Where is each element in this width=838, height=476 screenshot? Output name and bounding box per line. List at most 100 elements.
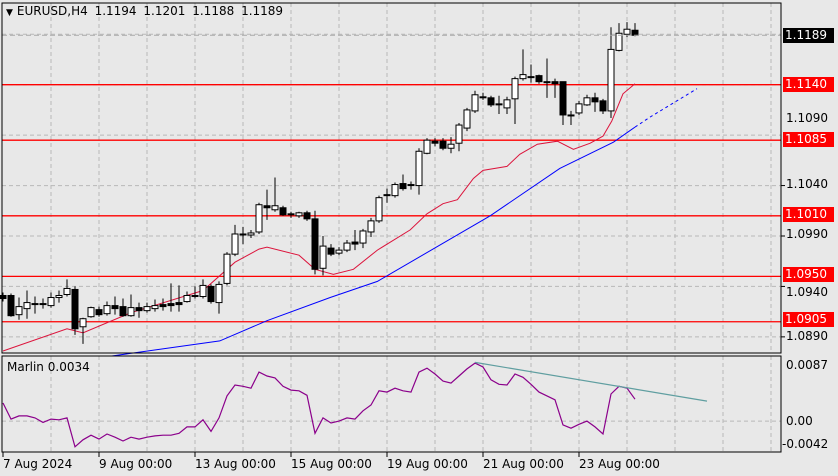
- candle-bullish: [543, 81, 551, 84]
- candle-bullish: [391, 184, 399, 197]
- candle-bearish: [351, 241, 359, 245]
- candle-bullish: [63, 287, 71, 295]
- candle-bearish: [207, 285, 215, 303]
- candle-bullish: [143, 306, 151, 312]
- candle-bearish: [431, 140, 439, 144]
- candle-bullish: [183, 295, 191, 303]
- candle-bullish: [151, 305, 159, 310]
- candle-bearish: [279, 207, 287, 216]
- slow-ma-line: [111, 126, 636, 357]
- candle-bearish: [311, 218, 319, 270]
- chart-title: ▼ EURUSD,H4 1.1194 1.1201 1.1188 1.1189: [6, 4, 286, 18]
- price-axis-label: 1.0940: [786, 285, 828, 299]
- candle-bullish: [79, 318, 87, 328]
- candle-bearish: [175, 302, 183, 306]
- collapse-triangle-icon[interactable]: ▼: [6, 8, 13, 18]
- level-tag: 1.1010: [783, 207, 834, 222]
- candle-bearish: [599, 100, 607, 112]
- oscillator-trendline: [474, 361, 708, 402]
- candle-bullish: [335, 249, 343, 254]
- candle-bearish: [0, 295, 7, 300]
- level-tag: 1.1085: [783, 132, 834, 147]
- time-axis-label: 7 Aug 2024: [3, 457, 73, 471]
- time-axis-label: 9 Aug 00:00: [99, 457, 173, 471]
- candle-bearish: [439, 140, 447, 149]
- candle-bearish: [263, 205, 271, 209]
- slow-ma-projection: [634, 88, 698, 128]
- candle-bearish: [71, 288, 79, 330]
- candle-bullish: [583, 97, 591, 106]
- candle-bullish: [215, 283, 223, 304]
- candle-bullish: [383, 194, 391, 197]
- candle-bullish: [407, 184, 415, 187]
- candle-bullish: [87, 307, 95, 318]
- indicator-axis-label: 0.00: [786, 414, 813, 428]
- candle-bullish: [415, 150, 423, 187]
- candle-bullish: [359, 230, 367, 244]
- time-axis-label: 19 Aug 00:00: [387, 457, 468, 471]
- candle-bearish: [7, 295, 15, 317]
- candle-bullish: [479, 96, 487, 99]
- level-tag: 1.1140: [783, 77, 834, 92]
- indicator-label: Marlin 0.0034: [7, 360, 90, 374]
- oscillator-line: [2, 362, 636, 448]
- candle-bullish: [623, 28, 631, 35]
- candle-bullish: [31, 303, 39, 306]
- candle-bearish: [135, 307, 143, 312]
- candle-bullish: [607, 48, 615, 112]
- symbol-label: EURUSD,H4: [16, 4, 88, 18]
- candle-bearish: [399, 183, 407, 190]
- high-value: 1.1201: [143, 4, 186, 18]
- candle-bullish: [463, 109, 471, 129]
- candle-bearish: [191, 295, 199, 298]
- candle-bullish: [511, 78, 519, 100]
- candle-bullish: [127, 307, 135, 317]
- candle-bullish: [615, 32, 623, 51]
- time-axis-label: 23 Aug 00:00: [579, 457, 660, 471]
- candle-bearish: [95, 309, 103, 316]
- candle-bearish: [303, 212, 311, 220]
- candle-bearish: [119, 306, 127, 317]
- price-axis-label: 1.1040: [786, 177, 828, 191]
- candle-bearish: [487, 97, 495, 106]
- candle-bearish: [535, 75, 543, 83]
- indicator-name: Marlin: [7, 360, 44, 374]
- candle-bearish: [327, 247, 335, 255]
- candle-bullish: [247, 232, 255, 236]
- low-value: 1.1188: [192, 4, 235, 18]
- candle-bullish: [103, 305, 111, 315]
- candle-bullish: [199, 284, 207, 298]
- candle-bullish: [319, 245, 327, 269]
- candle-bearish: [551, 81, 559, 85]
- current-price-tag: 1.1189: [783, 28, 834, 43]
- candle-bearish: [167, 303, 175, 307]
- candle-bullish: [47, 297, 55, 307]
- price-axis-label: 1.0990: [786, 227, 828, 241]
- candle-bullish: [15, 306, 23, 316]
- open-value: 1.1194: [94, 4, 137, 18]
- candle-bullish: [23, 302, 31, 310]
- time-axis-label: 15 Aug 00:00: [291, 457, 372, 471]
- candle-bearish: [111, 305, 119, 310]
- candle-bullish: [239, 233, 247, 236]
- level-tag: 1.0950: [783, 267, 834, 282]
- candle-bullish: [519, 74, 527, 80]
- indicator-value: 0.0034: [47, 360, 90, 374]
- level-tag: 1.0905: [783, 312, 834, 327]
- candle-bullish: [231, 233, 239, 255]
- candle-bullish: [575, 103, 583, 114]
- candle-bullish: [55, 295, 63, 299]
- time-axis-label: 13 Aug 00:00: [195, 457, 276, 471]
- candle-bearish: [287, 213, 295, 216]
- candle-bullish: [255, 204, 263, 233]
- candle-bullish: [567, 114, 575, 117]
- main-panel-frame: [1, 2, 782, 354]
- candle-bullish: [375, 197, 383, 222]
- candle-bullish: [367, 220, 375, 233]
- candle-bullish: [295, 212, 303, 217]
- candle-bullish: [447, 143, 455, 149]
- candle-bullish: [271, 205, 279, 211]
- candle-bearish: [591, 97, 599, 103]
- time-axis-label: 21 Aug 00:00: [483, 457, 564, 471]
